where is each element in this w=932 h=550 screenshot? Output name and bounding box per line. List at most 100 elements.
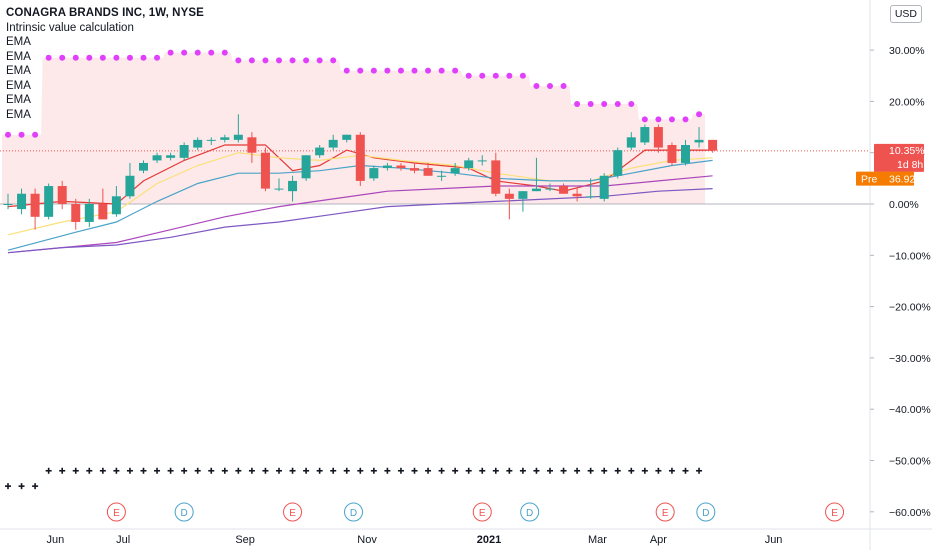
candle — [179, 142, 189, 161]
event-circle — [696, 502, 716, 522]
indicator-ema-3[interactable]: EMA — [6, 65, 31, 77]
candle-body — [152, 155, 162, 161]
plus-marker — [59, 467, 66, 474]
event-circle — [344, 502, 364, 522]
plus-marker — [316, 467, 323, 474]
plus-marker — [587, 467, 594, 474]
price-axis-label: 30.00% — [889, 45, 925, 57]
earnings-marker[interactable]: E — [472, 502, 492, 522]
candle — [260, 147, 270, 192]
dividend-marker[interactable]: D — [520, 502, 540, 522]
candle-body — [369, 168, 379, 179]
candle — [504, 188, 514, 220]
earnings-marker[interactable]: E — [106, 502, 126, 522]
dividend-marker[interactable]: D — [696, 502, 716, 522]
candle — [708, 139, 718, 153]
dividend-marker[interactable]: D — [174, 502, 194, 522]
candle-body — [545, 188, 555, 190]
last-price-countdown: 1d 8h — [897, 159, 923, 171]
currency-button[interactable]: USD — [889, 5, 922, 23]
premarket-price: 36.92 — [889, 174, 915, 186]
candle-body — [491, 160, 501, 194]
candle-body — [71, 204, 81, 222]
event-label: D — [181, 508, 188, 519]
plus-marker — [547, 467, 553, 474]
candle-body — [233, 134, 243, 140]
time-axis-label: Jul — [116, 534, 130, 546]
candle — [193, 137, 203, 151]
intrinsic-value-dot — [668, 116, 675, 123]
indicator-ema-4[interactable]: EMA — [6, 79, 31, 92]
intrinsic-value-dot — [303, 57, 310, 64]
intrinsic-value-dot — [533, 83, 540, 90]
candle — [30, 188, 40, 230]
premarket-tag: Pre 36.92 — [856, 171, 915, 186]
dividend-marker[interactable]: D — [344, 502, 364, 522]
candle — [423, 162, 433, 176]
last-price-tag-bg — [874, 143, 924, 172]
time-axis-label: Jun — [765, 534, 783, 546]
price-tags: 10.35% 1d 8h Pre 36.92 — [856, 143, 925, 186]
candle — [206, 137, 216, 146]
candle — [518, 191, 528, 212]
intrinsic-value-dot — [587, 100, 594, 107]
plus-marker — [641, 467, 648, 474]
plus-marker — [682, 467, 689, 474]
plus-marker — [72, 467, 79, 474]
intrinsic-value-dot — [492, 72, 499, 79]
candle — [613, 147, 623, 179]
plus-marker — [560, 467, 567, 474]
event-label: E — [831, 508, 838, 519]
candle — [626, 132, 636, 151]
time-axis-label: Mar — [588, 534, 607, 546]
intrinsic-value-dot — [465, 72, 472, 79]
candle-body — [125, 175, 135, 197]
candle — [586, 178, 596, 199]
candle-body — [179, 145, 189, 158]
candle-body — [626, 137, 636, 148]
candle-body — [301, 155, 311, 179]
plus-marker — [452, 467, 459, 474]
premarket-tag-bg — [856, 171, 914, 186]
intrinsic-value-dot — [167, 49, 174, 56]
intrinsic-value-dot — [370, 67, 377, 74]
earnings-marker[interactable]: E — [283, 502, 303, 522]
candle — [288, 175, 298, 202]
candle — [3, 193, 13, 210]
earnings-marker[interactable]: E — [825, 502, 845, 522]
candle — [396, 162, 406, 171]
ema-line-4 — [7, 175, 713, 254]
plus-marker — [32, 483, 39, 490]
intrinsic-value-dot — [248, 57, 255, 64]
indicator-ema-6[interactable]: EMA — [6, 108, 31, 121]
intrinsic-value-dot — [18, 131, 25, 138]
intrinsic-value-dot — [547, 83, 553, 90]
indicator-ema-2[interactable]: EMA — [6, 50, 31, 63]
intrinsic-value-dot — [45, 54, 52, 61]
candle-body — [464, 160, 474, 169]
candle — [464, 157, 474, 171]
indicator-ema-1[interactable]: EMA — [6, 36, 31, 48]
price-axis-label: −60.00% — [889, 507, 931, 519]
indicator-ema-5[interactable]: EMA — [6, 94, 31, 106]
intrinsic-value-dot — [357, 67, 364, 74]
plus-marker — [655, 467, 662, 474]
plus-marker — [99, 467, 106, 474]
time-axis[interactable]: Jun Jul Sep Nov 2021 Mar Apr Jun — [47, 534, 783, 546]
candle — [44, 183, 54, 220]
intrinsic-value-dot — [221, 49, 228, 56]
plus-marker — [574, 467, 581, 474]
intrinsic-value-dot — [126, 54, 133, 61]
intrinsic-value-dots — [5, 49, 703, 138]
price-axis-label: 0.00% — [889, 199, 919, 211]
symbol-title[interactable]: CONAGRA BRANDS INC, 1W, NYSE — [6, 7, 204, 19]
candle-body — [450, 168, 460, 174]
intrinsic-value-dot — [262, 57, 269, 64]
earnings-marker[interactable]: E — [655, 502, 675, 522]
candle-body — [355, 134, 365, 181]
candle — [84, 198, 94, 228]
candle-body — [667, 145, 677, 163]
candle-body — [518, 191, 528, 199]
indicator-intrinsic-value[interactable]: Intrinsic value calculation — [6, 21, 134, 34]
